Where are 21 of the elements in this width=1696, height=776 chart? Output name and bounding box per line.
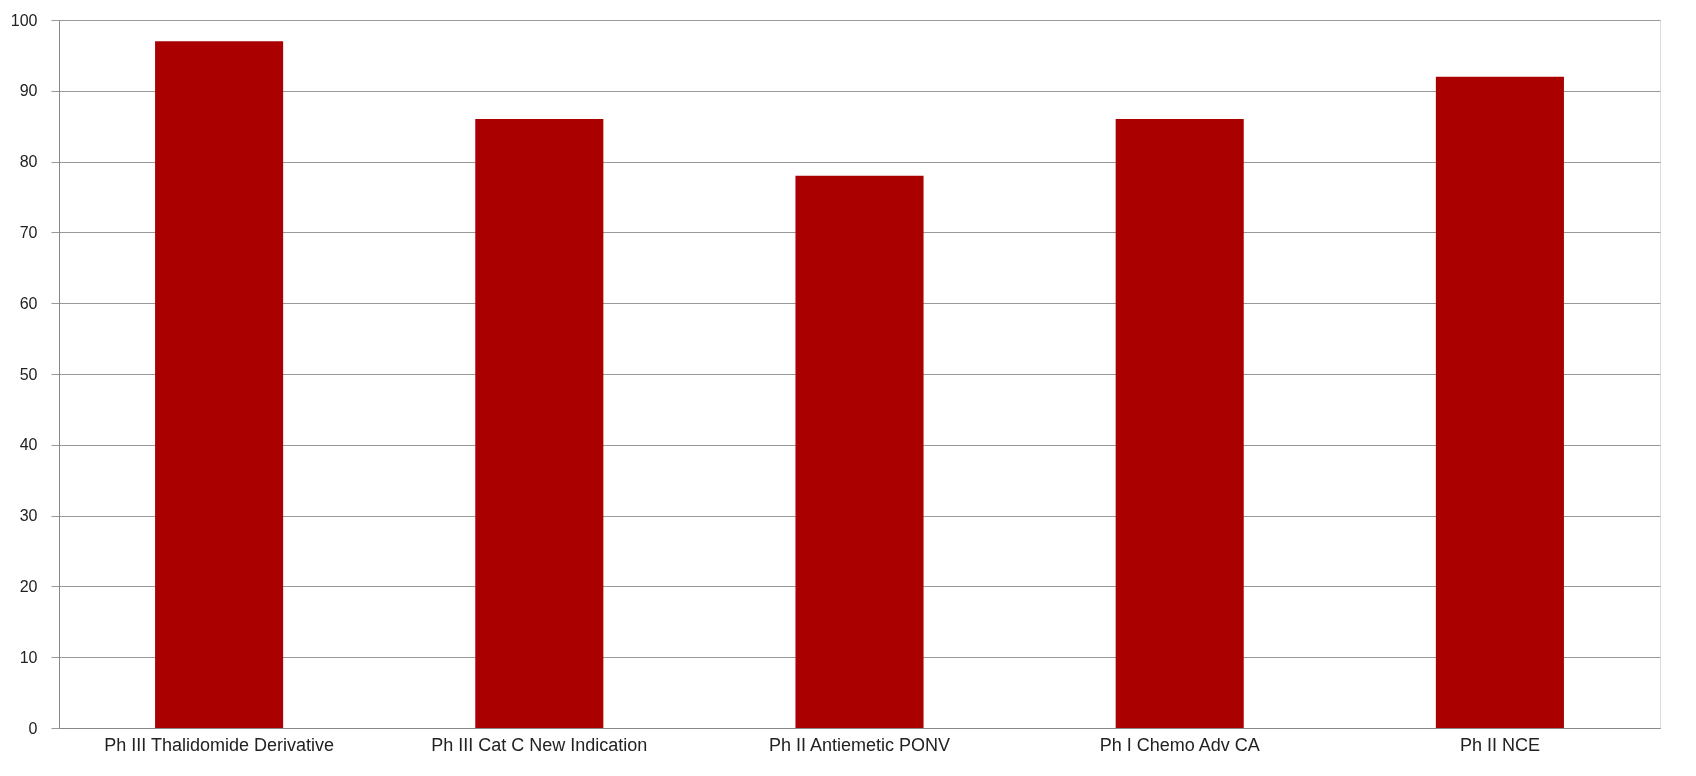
bar (155, 41, 284, 728)
y-tick-label: 60 (19, 294, 38, 312)
y-tick-label: 10 (19, 648, 38, 666)
x-tick-label: Ph II NCE (1459, 734, 1540, 755)
x-tick-label: Ph III Cat C New Indication (431, 734, 648, 755)
bar (1115, 119, 1244, 728)
x-tick-label: Ph III Thalidomide Derivative (104, 734, 334, 755)
y-tick-label: 40 (19, 436, 38, 454)
x-tick-label: Ph I Chemo Adv CA (1099, 734, 1260, 755)
x-tick-label: Ph II Antiemetic PONV (768, 734, 951, 755)
y-tick-label: 20 (19, 577, 38, 595)
bar (475, 119, 604, 728)
bar (1435, 76, 1564, 728)
y-tick-label: 30 (19, 507, 38, 525)
bar (795, 175, 924, 728)
y-tick-label: 50 (19, 365, 38, 383)
y-tick-label: 70 (19, 223, 38, 241)
y-tick-label: 90 (19, 82, 38, 100)
y-tick-label: 80 (19, 153, 38, 171)
y-tick-label: 100 (10, 11, 38, 29)
y-tick-label: 0 (28, 719, 38, 737)
